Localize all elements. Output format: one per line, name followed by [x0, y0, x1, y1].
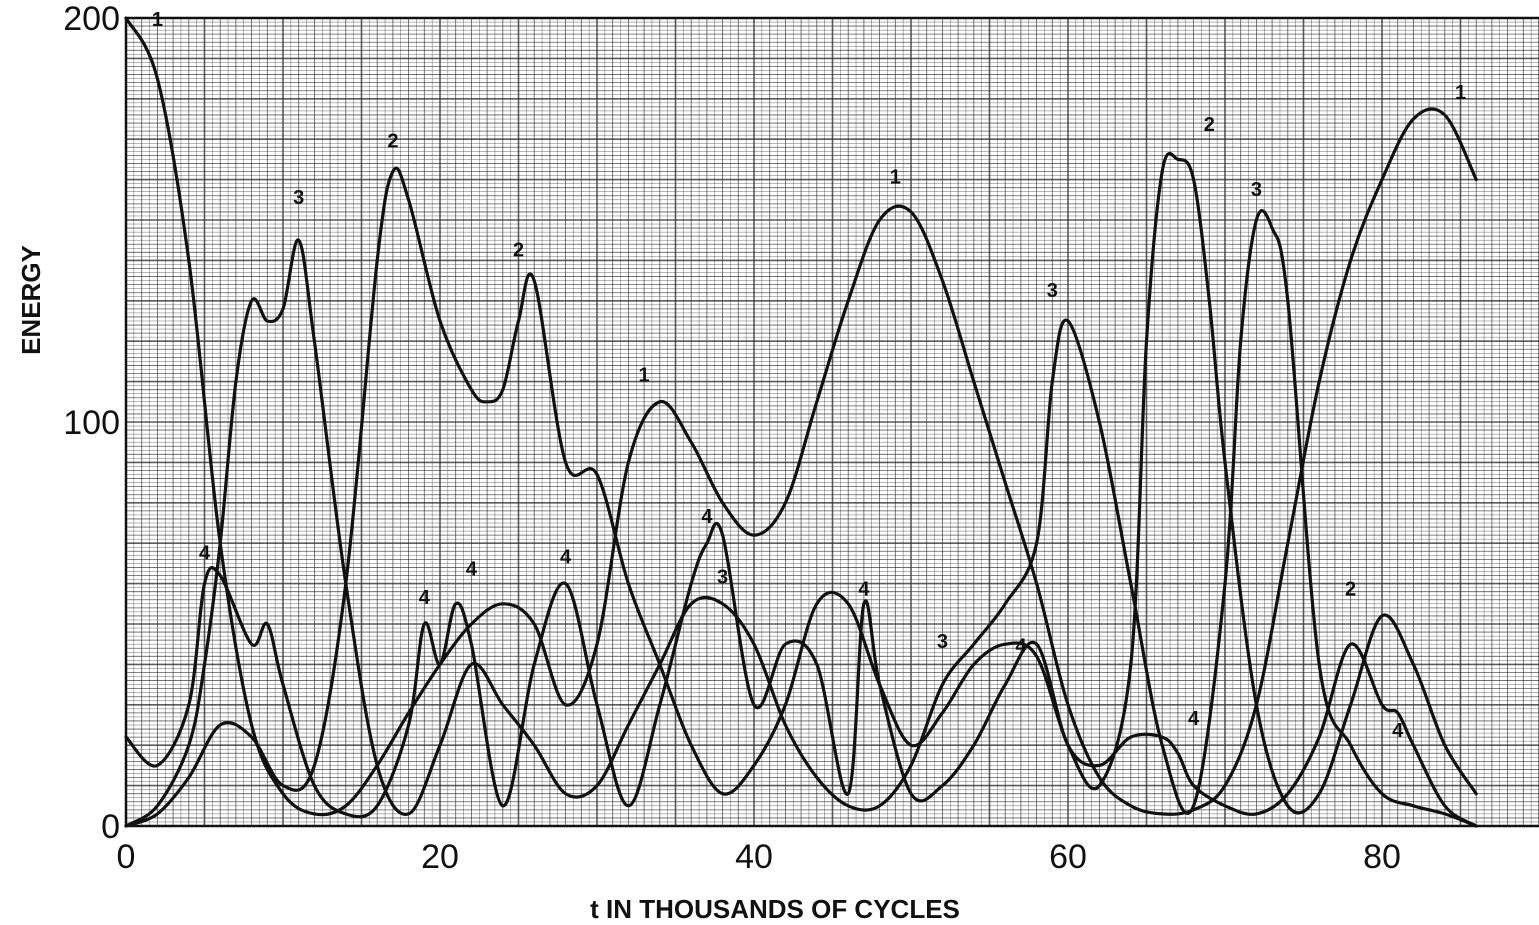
curve-label-3: 3 [717, 567, 728, 589]
x-tick-label: 60 [1049, 838, 1087, 876]
series-line-3 [124, 209, 1478, 828]
series-line-1 [124, 16, 1478, 817]
curve-label-4: 4 [560, 546, 572, 568]
curve-label-3: 3 [1047, 280, 1058, 302]
series-line-2 [124, 152, 1478, 828]
x-tick-label: 80 [1363, 838, 1401, 876]
curve-label-4: 4 [199, 542, 211, 564]
chart-curve-labels: 1 1 1 1 2 2 2 2 3 3 3 3 3 4 4 4 4 4 4 4 4 4 [152, 9, 1466, 742]
curve-label-4: 4 [1188, 708, 1200, 730]
x-axis-title: t IN THOUSANDS OF CYCLES [590, 894, 960, 924]
curve-label-1: 1 [1455, 82, 1466, 104]
chart-grid [124, 16, 1539, 828]
x-tick-label: 40 [735, 838, 773, 876]
curve-label-4: 4 [1392, 720, 1404, 742]
curve-label-1: 1 [639, 365, 650, 387]
curve-label-4: 4 [858, 579, 870, 601]
curve-label-3: 3 [293, 187, 304, 209]
x-tick-label: 20 [421, 838, 459, 876]
x-tick-label: 0 [117, 838, 136, 876]
curve-label-2: 2 [1345, 579, 1356, 601]
y-axis-title: ENERGY [16, 245, 46, 355]
curve-label-1: 1 [152, 9, 163, 31]
curve-label-2: 2 [1204, 114, 1215, 136]
curve-label-4: 4 [419, 587, 431, 609]
y-tick-label: 0 [101, 808, 120, 846]
curve-label-3: 3 [1251, 179, 1262, 201]
curve-label-1: 1 [890, 167, 901, 189]
y-tick-label: 100 [63, 404, 120, 442]
curve-label-2: 2 [387, 130, 398, 152]
curve-label-3: 3 [937, 631, 948, 653]
curve-label-2: 2 [513, 239, 524, 261]
curve-label-4: 4 [701, 506, 713, 528]
curve-label-4: 4 [1015, 635, 1027, 657]
y-tick-label: 200 [63, 0, 120, 38]
chart-tick-labels: 0 20 40 60 80 0 100 200 [63, 0, 1401, 876]
series-line-4 [124, 521, 1478, 828]
curve-label-4: 4 [466, 559, 478, 581]
chart-series [124, 16, 1478, 828]
